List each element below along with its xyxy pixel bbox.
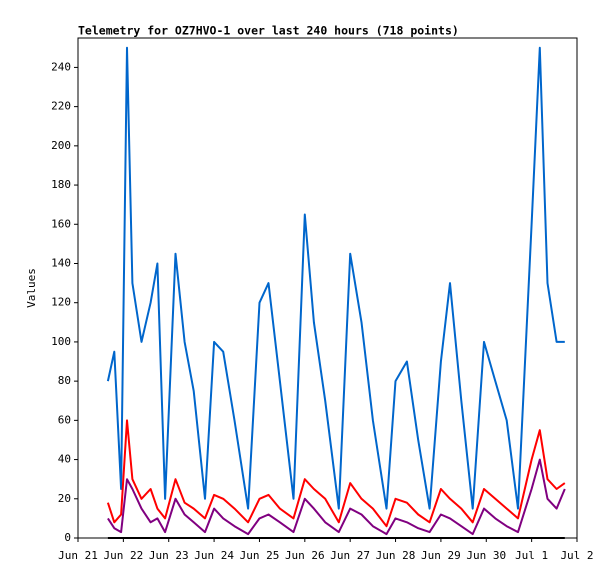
chart-title: Telemetry for OZ7HVO-1 over last 240 hou… — [78, 24, 459, 38]
x-tick-label: Jun 27 — [330, 549, 370, 562]
x-tick-label: Jun 24 — [194, 549, 234, 562]
series-line — [107, 458, 566, 536]
y-tick-label: 180 — [51, 178, 71, 191]
y-tick-label: 60 — [58, 413, 71, 426]
y-tick-label: 140 — [51, 256, 71, 269]
x-tick-label: Jun 28 — [376, 549, 416, 562]
x-tick-label: Jun 21 — [58, 549, 98, 562]
x-tick-label: Jun 25 — [240, 549, 280, 562]
x-tick-label: Jun 22 — [103, 549, 143, 562]
y-tick-label: 20 — [58, 492, 71, 505]
y-tick-label: 160 — [51, 217, 71, 230]
x-tick-label: Jul 2 — [560, 549, 593, 562]
x-tick-label: Jun 26 — [285, 549, 325, 562]
y-tick-label: 120 — [51, 296, 71, 309]
x-tick-label: Jun 30 — [466, 549, 506, 562]
y-tick-label: 80 — [58, 374, 71, 387]
x-tick-label: Jun 23 — [149, 549, 189, 562]
y-tick-label: 100 — [51, 335, 71, 348]
y-tick-label: 40 — [58, 453, 71, 466]
y-axis-label: Values — [25, 268, 38, 308]
series-line — [106, 46, 565, 510]
y-tick-label: 220 — [51, 100, 71, 113]
x-tick-label: Jun 29 — [421, 549, 461, 562]
y-tick-label: 0 — [64, 531, 71, 544]
y-tick-label: 200 — [51, 139, 71, 152]
series-line — [106, 419, 566, 528]
x-tick-label: Jul 1 — [515, 549, 548, 562]
y-tick-label: 240 — [51, 60, 71, 73]
